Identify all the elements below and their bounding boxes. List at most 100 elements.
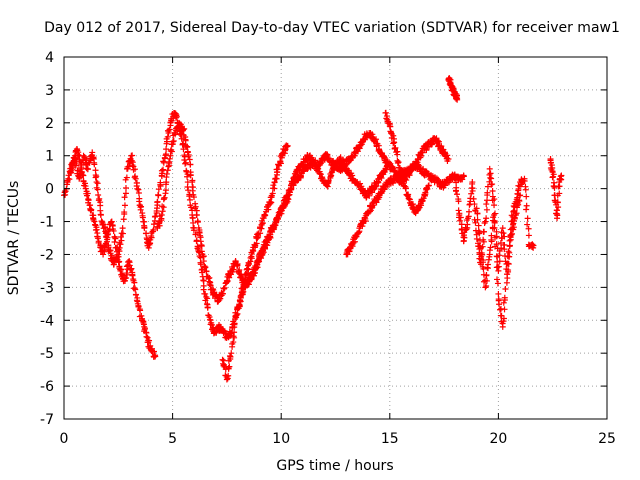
data-point-fill xyxy=(384,182,391,189)
data-point-fill xyxy=(297,173,304,180)
data-point xyxy=(454,96,461,103)
data-point-fill xyxy=(200,277,207,284)
data-point-fill xyxy=(394,159,401,166)
data-point xyxy=(425,182,432,189)
data-point-fill xyxy=(129,152,136,159)
data-point-fill xyxy=(488,175,495,182)
data-point-fill xyxy=(173,113,180,120)
data-point-fill xyxy=(374,178,381,185)
data-point-fill xyxy=(491,196,498,203)
data-point-fill xyxy=(141,224,148,231)
data-point-fill xyxy=(362,215,369,222)
data-point-fill xyxy=(514,202,521,209)
data-point-fill xyxy=(225,372,232,379)
data-point-fill xyxy=(154,198,161,205)
data-point-fill xyxy=(96,195,103,202)
data-point-fill xyxy=(160,204,167,211)
data-point-fill xyxy=(140,318,147,325)
data-point-fill xyxy=(219,290,226,297)
data-point xyxy=(499,225,506,232)
data-point xyxy=(236,297,243,304)
data-point-fill xyxy=(500,230,507,237)
data-point-fill xyxy=(168,148,175,155)
data-point-fill xyxy=(470,195,477,202)
data-point-fill xyxy=(164,167,171,174)
x-tick-label: 15 xyxy=(381,431,399,447)
data-point-fill xyxy=(134,185,141,192)
data-point-fill xyxy=(122,185,129,192)
data-point xyxy=(180,146,187,153)
data-point-fill xyxy=(122,190,129,197)
data-point-fill xyxy=(510,220,517,227)
data-point-fill xyxy=(259,220,266,227)
data-point-fill xyxy=(409,201,416,208)
data-point-fill xyxy=(157,179,164,186)
data-point-fill xyxy=(221,284,228,291)
data-point-fill xyxy=(111,239,118,246)
data-point-fill xyxy=(483,206,490,213)
data-point-fill xyxy=(523,193,530,200)
data-point-fill xyxy=(227,353,234,360)
data-point-fill xyxy=(501,294,508,301)
data-point-fill xyxy=(271,185,278,192)
data-point-fill xyxy=(358,183,365,190)
data-point xyxy=(491,202,498,209)
data-point-fill xyxy=(230,266,237,273)
data-point-fill xyxy=(186,196,193,203)
data-point-fill xyxy=(141,326,148,333)
data-point-fill xyxy=(120,216,127,223)
data-point-fill xyxy=(132,291,139,298)
data-point-fill xyxy=(522,186,529,193)
data-point-fill xyxy=(179,141,186,148)
data-point xyxy=(119,225,126,232)
data-point-fill xyxy=(255,257,262,264)
data-point-fill xyxy=(121,209,128,216)
data-point-fill xyxy=(253,240,260,247)
data-point-fill xyxy=(116,244,123,251)
data-point xyxy=(486,165,493,172)
data-point xyxy=(530,244,537,251)
data-point-fill xyxy=(475,222,482,229)
data-point-fill xyxy=(506,249,513,256)
data-point-fill xyxy=(487,244,494,251)
data-point-fill xyxy=(452,187,459,194)
data-point-fill xyxy=(143,230,150,237)
data-point-fill xyxy=(516,198,523,205)
data-point-fill xyxy=(199,269,206,276)
data-point-fill xyxy=(319,174,326,181)
data-point-fill xyxy=(383,113,390,120)
data-point-fill xyxy=(186,193,193,200)
data-point-fill xyxy=(72,162,79,169)
data-point-fill xyxy=(506,243,513,250)
data-point-fill xyxy=(353,233,360,240)
data-point-fill xyxy=(83,192,90,199)
data-point xyxy=(93,179,100,186)
data-point-fill xyxy=(489,187,496,194)
data-point-fill xyxy=(93,173,100,180)
data-point xyxy=(445,156,452,163)
data-point-fill xyxy=(164,133,171,140)
data-point xyxy=(499,323,506,330)
data-point-fill xyxy=(187,161,194,168)
data-point-fill xyxy=(525,232,532,239)
data-point-fill xyxy=(187,171,194,178)
y-tick-label: 4 xyxy=(45,50,54,66)
data-point-fill xyxy=(510,208,517,215)
data-point-fill xyxy=(146,241,153,248)
y-tick-label: 1 xyxy=(45,149,54,165)
data-point-fill xyxy=(200,286,207,293)
data-point-fill xyxy=(494,280,501,287)
data-point-fill xyxy=(491,224,498,231)
data-point-fill xyxy=(239,290,246,297)
data-point-fill xyxy=(137,206,144,213)
data-point-fill xyxy=(394,151,401,158)
data-point-fill xyxy=(494,258,501,265)
data-point-fill xyxy=(494,276,501,283)
data-point xyxy=(478,244,485,251)
data-point-fill xyxy=(502,285,509,292)
x-tick-label: 0 xyxy=(60,431,69,447)
data-point-fill xyxy=(483,277,490,284)
data-point-fill xyxy=(415,161,422,168)
data-point-fill xyxy=(158,167,165,174)
